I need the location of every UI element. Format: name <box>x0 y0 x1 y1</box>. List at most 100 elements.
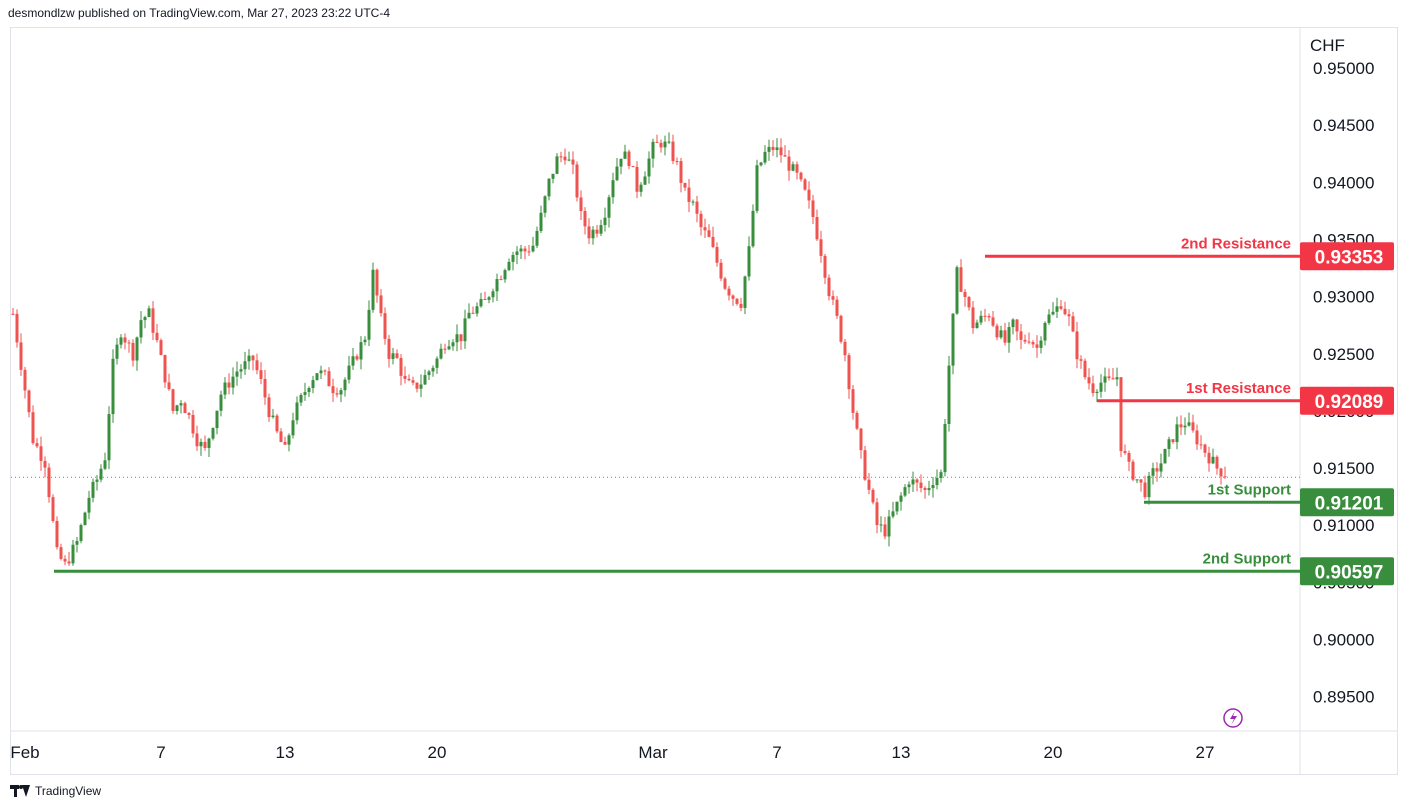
2nd-resistance-price-tag <box>1300 242 1394 271</box>
candle-body <box>1223 476 1227 478</box>
candle-body <box>1139 479 1143 483</box>
candle-body <box>1063 308 1067 315</box>
candle-body <box>607 197 611 218</box>
candle-body <box>583 211 587 227</box>
candle-body <box>1123 451 1127 453</box>
candle-body <box>111 358 115 415</box>
candle-body <box>1147 475 1151 498</box>
candle-body <box>223 382 227 395</box>
y-tick-label: 0.91500 <box>1313 459 1374 478</box>
candle-body <box>151 308 155 333</box>
1st-support-label: 1st Support <box>1208 481 1291 498</box>
candle-body <box>679 161 683 183</box>
candle-body <box>351 356 355 366</box>
candle-body <box>335 393 339 395</box>
candle-body <box>439 348 443 359</box>
candle-body <box>387 338 391 359</box>
candle-body <box>491 291 495 298</box>
x-tick-label: Feb <box>10 743 39 762</box>
candle-body <box>1019 331 1023 340</box>
candle-body <box>963 291 967 298</box>
candle-body <box>1191 422 1195 431</box>
candle-body <box>215 410 219 429</box>
candle-body <box>643 176 647 185</box>
candle-body <box>811 200 815 218</box>
publisher-header: desmondlzw published on TradingView.com,… <box>8 6 390 20</box>
candle-body <box>927 488 931 491</box>
candle-body <box>519 248 523 252</box>
candle-body <box>447 346 451 350</box>
candle-body <box>735 298 739 304</box>
candle-body <box>1199 444 1203 446</box>
candle-body <box>71 544 75 564</box>
candle-body <box>343 379 347 391</box>
candle-body <box>427 371 431 376</box>
candle-body <box>855 412 859 429</box>
y-tick-label: 0.89500 <box>1313 688 1374 707</box>
candle-body <box>543 196 547 213</box>
1st-resistance-price-value: 0.92089 <box>1315 392 1384 413</box>
candle-body <box>143 317 147 321</box>
candle-body <box>271 415 275 418</box>
candle-body <box>315 373 319 381</box>
candle-body <box>19 342 23 370</box>
candle-body <box>599 225 603 234</box>
candle-body <box>1203 444 1207 453</box>
candle-body <box>847 355 851 390</box>
flash-icon[interactable] <box>1223 708 1243 728</box>
2nd-support-price-value: 0.90597 <box>1315 562 1384 583</box>
candle-body <box>779 147 783 156</box>
candle-body <box>295 402 299 421</box>
candle-body <box>119 337 123 345</box>
candle-body <box>391 353 395 359</box>
candle-body <box>99 468 103 480</box>
candle-body <box>1135 479 1139 481</box>
candle-body <box>1047 314 1051 323</box>
candle-body <box>1103 376 1107 383</box>
candle-body <box>1175 424 1179 443</box>
candle-body <box>407 378 411 381</box>
candle-body <box>263 378 267 398</box>
candle-body <box>979 315 983 323</box>
chart-frame <box>10 27 1398 775</box>
candle-body <box>711 236 715 247</box>
candle-body <box>87 497 91 513</box>
candle-body <box>383 313 387 339</box>
candle-body <box>891 511 895 517</box>
candle-body <box>723 278 727 289</box>
candle-body <box>251 355 255 361</box>
x-tick-label: 20 <box>428 743 447 762</box>
candle-body <box>1187 422 1191 426</box>
candle-body <box>875 502 879 526</box>
candle-body <box>123 337 127 343</box>
candle-body <box>887 516 891 537</box>
candle-body <box>1163 449 1167 464</box>
candle-body <box>935 477 939 486</box>
candle-body <box>239 369 243 372</box>
x-tick-label: 20 <box>1044 743 1063 762</box>
candle-body <box>975 322 979 329</box>
candle-body <box>983 315 987 317</box>
candle-body <box>987 316 991 318</box>
candle-body <box>859 428 863 451</box>
candle-body <box>699 213 703 228</box>
candle-body <box>639 184 643 192</box>
y-tick-label: 0.92500 <box>1313 345 1374 364</box>
candle-body <box>1011 319 1015 328</box>
candle-body <box>719 262 723 279</box>
currency-label: CHF <box>1310 36 1345 55</box>
candle-body <box>279 431 283 442</box>
candle-body <box>403 375 407 379</box>
candle-body <box>1211 456 1215 464</box>
candle-body <box>1067 314 1071 317</box>
x-tick-label: 7 <box>156 743 165 762</box>
candle-body <box>331 386 335 394</box>
candle-body <box>1027 341 1031 343</box>
candle-body <box>1051 311 1055 315</box>
candle-body <box>107 414 111 461</box>
candle-body <box>571 159 575 165</box>
candle-body <box>783 155 787 157</box>
candle-body <box>379 295 383 314</box>
candle-body <box>1099 382 1103 392</box>
